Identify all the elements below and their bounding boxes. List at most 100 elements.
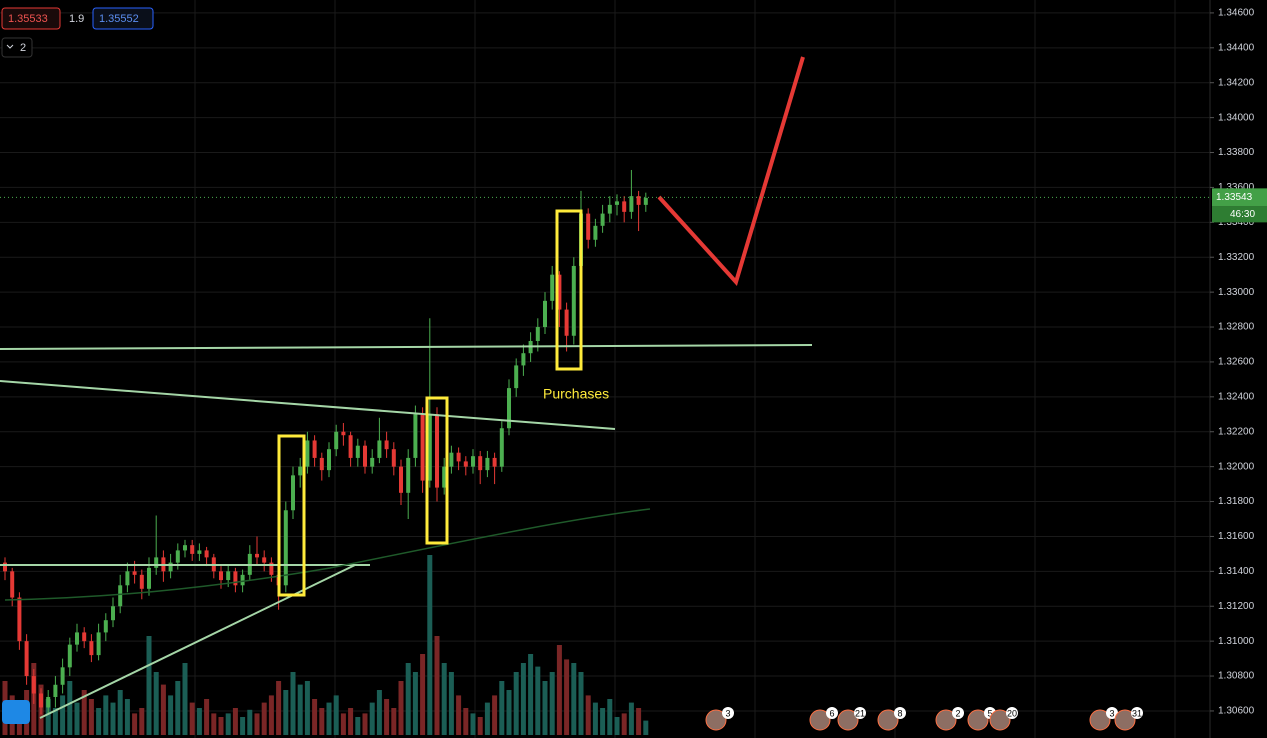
moving-average <box>4 508 651 601</box>
candle-body <box>283 510 288 586</box>
projection <box>657 56 805 286</box>
y-tick-label: 1.33400 <box>1218 217 1255 228</box>
volume-bar <box>52 708 58 735</box>
candle-body <box>139 574 144 589</box>
candle-body <box>197 550 202 554</box>
event-icon[interactable] <box>1089 709 1111 731</box>
candle-body <box>456 452 461 462</box>
volume-bar <box>268 695 274 735</box>
candle-body <box>96 632 101 656</box>
volume-bar <box>182 663 188 735</box>
volume-bar <box>528 654 534 735</box>
candle-body <box>384 440 389 450</box>
y-tick-label: 1.31000 <box>1218 636 1255 647</box>
volume-bar <box>477 717 483 735</box>
volume-bar <box>297 684 303 735</box>
ask-box[interactable] <box>92 7 154 30</box>
trendline <box>0 380 616 430</box>
y-tick-label: 1.34400 <box>1218 42 1255 53</box>
candle-body <box>168 562 173 572</box>
countdown-tag <box>1212 206 1267 223</box>
candle-body <box>377 440 382 458</box>
event-count: 5 <box>987 708 992 718</box>
candle-body <box>636 196 641 205</box>
event-icon[interactable] <box>935 709 957 731</box>
volume-bar <box>139 708 145 735</box>
candle-body <box>629 196 634 212</box>
volume-bar <box>312 699 318 735</box>
volume-bar <box>333 695 339 735</box>
candle-body <box>183 545 187 551</box>
collapse-button[interactable] <box>1 37 33 58</box>
volume-bar <box>578 672 584 735</box>
collapse-count[interactable]: 2 <box>20 42 26 54</box>
event-icon[interactable] <box>705 709 727 731</box>
volume-bar <box>45 699 51 735</box>
volume-bar <box>153 672 159 735</box>
volume-bar <box>240 717 246 735</box>
candle-body <box>564 309 569 336</box>
event-icon[interactable] <box>837 709 859 731</box>
candle-body <box>442 466 447 488</box>
y-tick-label: 1.34000 <box>1218 112 1255 123</box>
trendline <box>0 344 813 350</box>
candle-body <box>471 456 475 467</box>
candle-body <box>125 571 130 586</box>
candle-body <box>204 550 209 558</box>
event-count: 21 <box>855 708 865 718</box>
event-icon[interactable] <box>809 709 831 731</box>
volume-bar <box>405 663 411 735</box>
volume-bar <box>564 659 570 735</box>
event-badge <box>1131 707 1143 719</box>
ask-price[interactable]: 1.35552 <box>99 13 139 25</box>
candle-body <box>291 475 295 511</box>
candle-body <box>24 641 29 677</box>
volume-bar <box>492 695 498 735</box>
candle-body <box>305 440 310 467</box>
event-icon[interactable] <box>877 709 899 731</box>
y-tick-label: 1.32200 <box>1218 426 1255 437</box>
volume-bar <box>628 702 634 735</box>
candle-body <box>132 571 137 575</box>
volume-bar <box>376 690 382 735</box>
volume-bar <box>391 708 397 735</box>
event-icon[interactable] <box>1114 709 1136 731</box>
candle-body <box>600 213 605 226</box>
volume-bar <box>456 695 462 735</box>
bid-box[interactable] <box>1 7 61 30</box>
y-tick-label: 1.33000 <box>1218 287 1255 298</box>
candle-body <box>334 431 339 450</box>
y-tick-label: 1.32000 <box>1218 461 1255 472</box>
volume-bar <box>124 699 130 735</box>
volume-bar <box>463 708 469 735</box>
volume-bar <box>261 702 267 735</box>
candle-body <box>298 466 303 476</box>
volume-bar <box>67 681 73 735</box>
candle-body <box>449 452 454 467</box>
event-icon[interactable] <box>989 709 1011 731</box>
volume-bar <box>132 713 138 735</box>
logo[interactable] <box>2 700 30 724</box>
volume-bar <box>535 666 541 735</box>
volume-bar <box>369 702 375 735</box>
event-count: 8 <box>897 708 902 718</box>
volume-bar <box>211 713 217 735</box>
volume-bar <box>600 708 606 735</box>
y-tick-label: 1.34600 <box>1218 8 1255 19</box>
volume-bar <box>218 717 224 735</box>
volume-bar <box>362 713 368 735</box>
candle-body <box>327 449 331 471</box>
candle-body <box>463 461 468 467</box>
countdown: 46:30 <box>1230 209 1255 220</box>
event-icon[interactable] <box>967 709 989 731</box>
candle-body <box>615 201 619 205</box>
event-count: 3 <box>725 708 730 718</box>
candle-body <box>370 457 375 467</box>
volume-bar <box>556 645 562 735</box>
candle-body <box>319 457 324 471</box>
bid-price[interactable]: 1.35533 <box>8 13 48 25</box>
volume-bar <box>348 708 354 735</box>
volume-bar <box>96 708 102 735</box>
